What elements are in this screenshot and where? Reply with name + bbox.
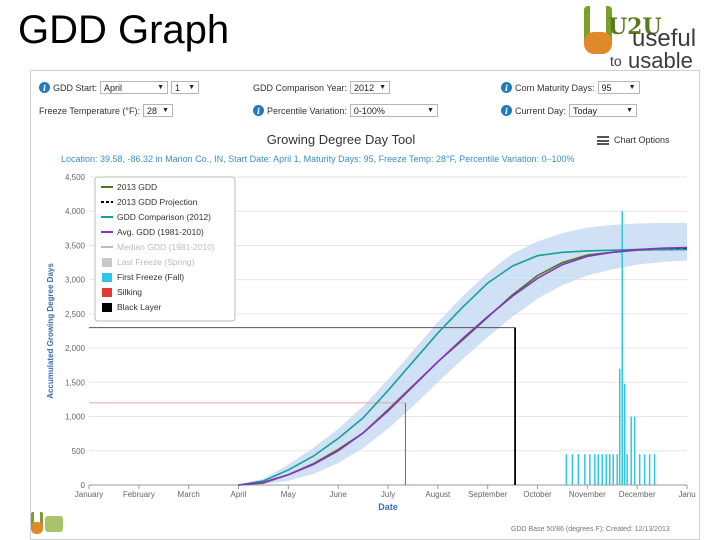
svg-text:useful: useful — [632, 25, 696, 52]
x-tick-label: January — [75, 490, 103, 499]
chevron-down-icon: ▼ — [626, 107, 634, 114]
series-comparison — [238, 248, 687, 486]
legend-label: First Freeze (Fall) — [117, 272, 184, 282]
chart-subtitle: Location: 39.58, -86.32 in Marion Co., I… — [61, 154, 575, 164]
x-tick-label: June — [329, 490, 347, 499]
x-tick-label: September — [468, 490, 507, 499]
chart-title: Growing Degree Day Tool — [266, 132, 416, 147]
legend-swatch — [102, 288, 112, 297]
percentile-control: i Percentile Variation: 0-100% ▼ — [253, 104, 438, 117]
x-tick-label: August — [425, 490, 451, 499]
y-tick-label: 1,500 — [65, 378, 86, 387]
x-tick-label: February — [123, 490, 155, 499]
svg-text:usable: usable — [628, 48, 693, 70]
y-tick-label: 2,000 — [65, 344, 86, 353]
y-tick-label: 4,000 — [65, 207, 86, 216]
x-tick-label: Janu — [678, 490, 695, 499]
legend-item[interactable]: Black Layer — [102, 302, 162, 312]
chart-options-label: Chart Options — [614, 135, 670, 145]
gdd-start-label: GDD Start: — [53, 82, 98, 93]
chart-footer: GDD Base 50/86 (degrees F); Created: 12/… — [511, 526, 670, 533]
gdd-start-day-select[interactable]: 1 ▼ — [171, 81, 200, 94]
legend-label: 2013 GDD Projection — [117, 197, 198, 207]
legend-item[interactable]: 2013 GDD Projection — [101, 197, 198, 207]
legend: 2013 GDD 2013 GDD Projection GDD Compariso… — [94, 176, 236, 322]
comparison-year-label: GDD Comparison Year: — [253, 82, 348, 93]
chevron-down-icon: ▼ — [162, 107, 169, 114]
legend-label: Black Layer — [117, 302, 162, 312]
x-tick-label: May — [281, 490, 296, 499]
comparison-year-select[interactable]: 2012 ▼ — [350, 81, 391, 94]
x-tick-label: July — [381, 490, 395, 499]
chart-options-button[interactable]: Chart Options — [597, 135, 670, 145]
u2u-logo: U2U useful to usable — [584, 6, 696, 70]
x-tick-label: November — [569, 490, 606, 499]
legend-item[interactable]: Silking — [102, 287, 142, 297]
svg-text:U2U: U2U — [608, 14, 662, 40]
chevron-down-icon: ▼ — [188, 84, 196, 91]
legend-swatch — [102, 273, 112, 282]
y-tick-label: 2,500 — [65, 310, 86, 319]
gdd-start-control: i GDD Start: April ▼ 1 ▼ — [39, 81, 200, 94]
u2u-small-logo — [31, 512, 63, 534]
freeze-temp-control: Freeze Temperature (°F): 28 ▼ — [39, 104, 173, 117]
current-day-label: Current Day: — [515, 105, 567, 116]
info-icon[interactable]: i — [253, 105, 264, 116]
menu-icon — [597, 135, 609, 145]
legend-swatch — [102, 303, 112, 312]
chevron-down-icon: ▼ — [157, 84, 165, 91]
x-tick-label: October — [523, 490, 552, 499]
legend-item[interactable]: 2013 GDD — [101, 182, 157, 192]
y-tick-label: 500 — [72, 447, 86, 456]
maturity-days-control: i Corn Maturity Days: 95 ▼ — [501, 81, 640, 94]
legend-item[interactable]: Avg. GDD (1981-2010) — [101, 227, 204, 237]
legend-label: GDD Comparison (2012) — [117, 212, 211, 222]
legend-label: Median GDD (1981-2010) — [117, 242, 215, 252]
freeze-temp-label: Freeze Temperature (°F): — [39, 105, 140, 116]
percentile-select[interactable]: 0-100% ▼ — [349, 104, 438, 117]
chevron-down-icon: ▼ — [379, 84, 387, 91]
legend-label: Avg. GDD (1981-2010) — [117, 227, 204, 237]
legend-item[interactable]: First Freeze (Fall) — [102, 272, 184, 282]
y-tick-label: 3,000 — [65, 276, 86, 285]
series-average — [238, 246, 688, 486]
percentile-label: Percentile Variation: — [267, 105, 347, 116]
legend-label: Silking — [117, 287, 142, 297]
legend-label: 2013 GDD — [117, 182, 157, 192]
info-icon[interactable]: i — [39, 82, 50, 93]
x-tick-label: April — [230, 490, 246, 499]
legend-box — [94, 176, 236, 322]
legend-item[interactable]: Median GDD (1981-2010) — [101, 242, 215, 252]
percentile-band — [238, 222, 687, 485]
y-tick-label: 1,000 — [65, 413, 86, 422]
chevron-down-icon: ▼ — [426, 107, 434, 114]
y-tick-label: 0 — [81, 481, 86, 490]
gdd-chart: 0 500 1,000 1,500 2,000 2,500 3,000 3,500 4,000 4… — [46, 173, 696, 512]
freeze-temp-select[interactable]: 28 ▼ — [142, 104, 173, 117]
x-tick-label: December — [619, 490, 656, 499]
info-icon[interactable]: i — [501, 82, 512, 93]
svg-text:to: to — [610, 53, 622, 69]
y-tick-label: 4,500 — [65, 173, 86, 182]
gdd-tool-panel: i GDD Start: April ▼ 1 ▼ GDD Comparison Ye… — [30, 70, 700, 540]
legend-item[interactable]: Last Freeze (Spring) — [102, 257, 195, 267]
legend-label: Last Freeze (Spring) — [117, 257, 195, 267]
current-day-control: i Current Day: Today ▼ — [501, 104, 638, 117]
legend-item[interactable]: GDD Comparison (2012) — [101, 212, 211, 222]
slide-title: GDD Graph — [18, 8, 230, 52]
comparison-year-control: GDD Comparison Year: 2012 ▼ — [253, 81, 391, 94]
current-day-select[interactable]: Today ▼ — [569, 104, 638, 117]
chevron-down-icon: ▼ — [628, 84, 636, 91]
legend-swatch — [102, 258, 112, 267]
y-tick-label: 3,500 — [65, 241, 86, 250]
x-axis-title: Date — [378, 502, 398, 512]
x-tick-label: March — [178, 490, 200, 499]
maturity-days-select[interactable]: 95 ▼ — [597, 81, 640, 94]
gdd-start-month-select[interactable]: April ▼ — [100, 81, 169, 94]
info-icon[interactable]: i — [501, 105, 512, 116]
maturity-days-label: Corn Maturity Days: — [515, 82, 595, 93]
y-axis-title: Accumulated Growing Degree Days — [46, 263, 55, 399]
